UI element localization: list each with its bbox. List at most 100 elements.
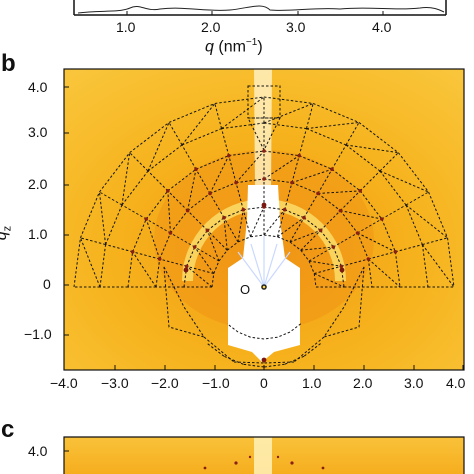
tiling-lower-edge [237,331,251,338]
panel-b-ytick-3: 3.0 [28,124,48,140]
panel-b-yticks [64,86,69,336]
bragg-spot [168,231,173,235]
tiling-edge [289,241,302,251]
tiling-edge [299,155,333,170]
tiling-edge [250,234,265,238]
tiling-edge [218,249,228,262]
tiling-spoke [289,217,305,243]
panel-a-tick-3: 3.0 [286,19,306,35]
bragg-spot [222,215,226,220]
bragg-spot [183,267,189,273]
bragg-spot [355,231,360,235]
panel-a-tick-1: 1.0 [116,19,136,35]
tiling-edge [127,251,134,288]
bragg-spot [157,257,162,261]
panel-a-xlabel-close: ) [257,38,263,56]
tiling-spoke [181,144,197,170]
tiling-spoke [207,230,228,251]
tiling-edge [223,209,244,219]
tiling-spoke [221,128,230,156]
tiling-edge [159,232,171,260]
bragg-spot [331,245,336,249]
panel-b-xtick-3: 3.0 [404,375,424,391]
tiling-edge [195,155,229,170]
tiling-diagonal [186,265,213,288]
panel-a-axes [73,0,447,16]
tiling-spoke [105,244,133,253]
tiling-edge [263,150,300,157]
bragg-spot [262,149,266,153]
tiling-edge [170,210,189,234]
tiling-spoke [223,217,239,243]
tiling-spoke [317,168,333,194]
tiling-edge [359,190,383,220]
panel-a-xlabel-exp: −1 [245,37,258,48]
tiling-edge [284,209,305,219]
tiling-diagonal [314,273,345,288]
tiling-edge [207,217,225,231]
panel-b-xtick-1: 1.0 [302,375,322,391]
panel-b-plot: O [63,68,465,371]
tiling-spoke [242,209,252,237]
tiling-lower-edge [293,336,325,363]
bragg-spot [393,250,398,254]
tiling-spoke [276,209,286,237]
tiling-spoke [298,128,307,156]
tiling-lower-edge [250,336,265,340]
tiling-edge [358,122,399,154]
panel-b-xticks [63,365,464,370]
tiling-spoke [395,244,423,253]
tiling-spoke [170,232,195,248]
tiling-edge [187,193,211,212]
panel-c-frame [63,436,465,474]
tiling-edge [228,150,265,157]
tiling-spoke [145,218,171,234]
tiling-edge [367,258,373,288]
bragg-spot [290,180,294,185]
tiling-edge [332,246,342,267]
tiling-edge [308,260,315,274]
bragg-spot [318,228,323,233]
tiling-edge [167,168,197,192]
tiling-lower-edge [243,363,265,368]
bragg-spot [379,217,384,221]
tiling-spoke [195,168,211,194]
tiling-spoke [303,193,319,218]
bragg-spot [339,267,345,273]
bragg-spot [205,228,210,233]
panel-a-tick-4: 4.0 [372,19,392,35]
tiling-spoke [121,204,147,220]
diffraction-ring [182,199,346,281]
tiling-edge [339,210,358,234]
tiling-spoke [381,204,407,220]
tiling-edge [183,266,188,288]
panel-b-xtick-4: 4.0 [446,375,466,391]
tiling-lower-edge [207,343,225,357]
bragg-spot [261,202,267,208]
tiling-edge [243,206,265,211]
tiling-edge [263,206,285,211]
panel-a-xlabel: q (nm−1) [205,37,263,56]
bragg-spot [234,180,238,185]
tiling-edge [80,191,100,239]
panel-b-ytick-1: 1.0 [28,226,48,242]
bragg-spot [282,207,287,212]
tiling-edge [313,273,317,288]
tiling-spoke [235,182,244,210]
tiling-edge [317,193,341,212]
tiling-spoke [186,265,214,275]
bragg-spot [194,167,198,172]
tiling-edge [194,230,208,248]
bragg-spot [316,191,320,196]
tiling-lower-tile [163,266,206,338]
tiling-spoke [187,210,208,231]
tiling-edge [129,122,170,154]
bragg-spot [358,189,362,193]
tiling-edge [263,178,293,184]
tiling-spoke [132,251,160,260]
tiling-edge [340,266,345,288]
tiling-spoke [368,251,396,260]
tiling-spoke [167,190,188,211]
panel-a-xlabel-symbol: q [205,38,214,56]
tiling-edge [237,236,251,243]
